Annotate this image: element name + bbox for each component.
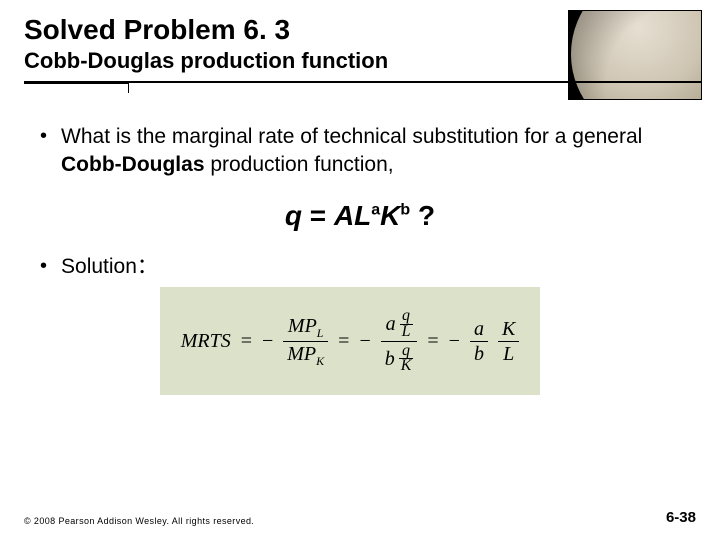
mrts-equation: MRTS = − MPL MPK = − a q L (181, 307, 520, 376)
bullet-dot-icon: • (40, 253, 47, 281)
mrts-label: MRTS (181, 328, 231, 355)
question-text-post: production function, (205, 153, 394, 176)
var-b: b (385, 349, 395, 369)
eq-sign-3: = (427, 328, 438, 355)
slide-subtitle: Cobb-Douglas production function (24, 48, 720, 74)
minifrac-ql: q L (400, 309, 413, 339)
var-K: K (399, 359, 414, 373)
var-K: K (498, 317, 519, 341)
formula-sup-b: b (400, 202, 410, 219)
production-function-formula: q = ALaKb ? (40, 197, 680, 235)
eq-sign-2: = (338, 328, 349, 355)
frac-aqbl: a q L b q K (381, 307, 418, 376)
formula-tail: ? (410, 200, 435, 231)
var-q: q (400, 309, 412, 323)
question-text-pre: What is the marginal rate of technical s… (61, 125, 642, 148)
formula-AL: AL (334, 200, 371, 231)
frac-aqbl-den: b q K (381, 342, 418, 376)
solution-label: Solution： (61, 253, 680, 281)
var-a: a (470, 317, 488, 341)
minus-sign-1: − (262, 328, 273, 355)
header-rule-notch-h (24, 83, 128, 84)
bullet-dot-icon: • (40, 123, 47, 180)
formula-sup-a: a (371, 202, 380, 219)
mp-text: MP (288, 315, 317, 337)
formula-eq: = (302, 200, 334, 231)
bullet-question: • What is the marginal rate of technical… (40, 123, 680, 180)
eq-sign-1: = (241, 328, 252, 355)
header-rule-notch-v (128, 83, 129, 93)
frac-aqbl-num: a q L (382, 307, 417, 341)
page-number: 6-38 (666, 509, 696, 526)
formula-q: q (285, 200, 302, 231)
slide-body: • What is the marginal rate of technical… (0, 95, 720, 396)
header-rule (0, 81, 720, 95)
minifrac-qk: q K (399, 344, 414, 374)
var-b: b (470, 342, 488, 366)
minus-sign-2: − (359, 328, 370, 355)
var-q: q (400, 344, 412, 358)
var-L: L (400, 325, 413, 339)
mp-text: MP (287, 343, 316, 365)
frac-kl: K L (498, 317, 519, 366)
var-a: a (386, 314, 396, 334)
mp-sub-k: K (316, 354, 324, 368)
question-text-bold: Cobb-Douglas (61, 153, 204, 176)
var-L: L (499, 342, 518, 366)
copyright-footer: © 2008 Pearson Addison Wesley. All right… (24, 516, 254, 526)
mp-sub-l: L (317, 326, 324, 340)
mrts-equation-box: MRTS = − MPL MPK = − a q L (160, 287, 540, 395)
frac-mp: MPL MPK (283, 314, 328, 369)
frac-mp-den: MPK (283, 342, 328, 369)
bullet-question-text: What is the marginal rate of technical s… (61, 123, 680, 180)
formula-K: K (380, 200, 400, 231)
frac-mp-num: MPL (284, 314, 328, 341)
frac-ab: a b (470, 317, 488, 366)
bullet-solution: • Solution： (40, 253, 680, 281)
slide-header: Solved Problem 6. 3 Cobb-Douglas product… (0, 0, 720, 75)
slide-title: Solved Problem 6. 3 (24, 14, 720, 46)
equation-container: MRTS = − MPL MPK = − a q L (160, 287, 680, 395)
minus-sign-3: − (449, 328, 460, 355)
